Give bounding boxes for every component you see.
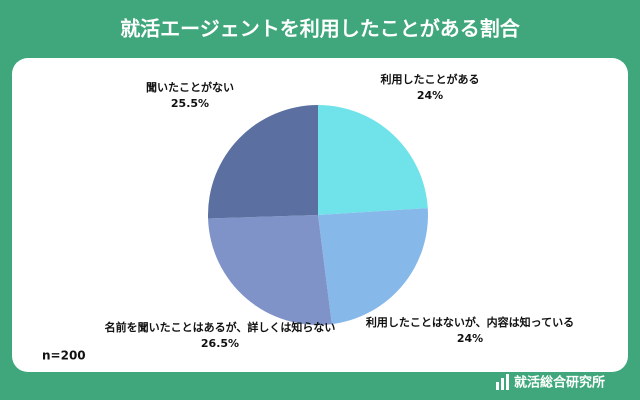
slice-label: 聞いたことがない	[146, 80, 234, 94]
pie-slice	[318, 208, 428, 325]
slice-value: 26.5%	[201, 337, 239, 350]
pie-slice	[207, 105, 318, 219]
source: 就活総合研究所	[514, 375, 605, 391]
slice-value: 24%	[457, 332, 483, 345]
slice-label: 利用したことはないが、内容は知っている	[366, 315, 574, 329]
note: n=200	[42, 349, 86, 363]
slice-label: 名前を聞いたことはあるが、詳しくは知らない	[105, 320, 336, 334]
chart-title: 就活エージェントを利用したことがある割合	[120, 17, 521, 41]
pie-slice	[208, 215, 332, 325]
slice-value: 25.5%	[171, 97, 209, 110]
pie-slice	[318, 105, 428, 215]
logo-icon	[496, 374, 509, 390]
slice-label: 利用したことがある	[381, 72, 480, 86]
slice-value: 24%	[417, 89, 443, 102]
